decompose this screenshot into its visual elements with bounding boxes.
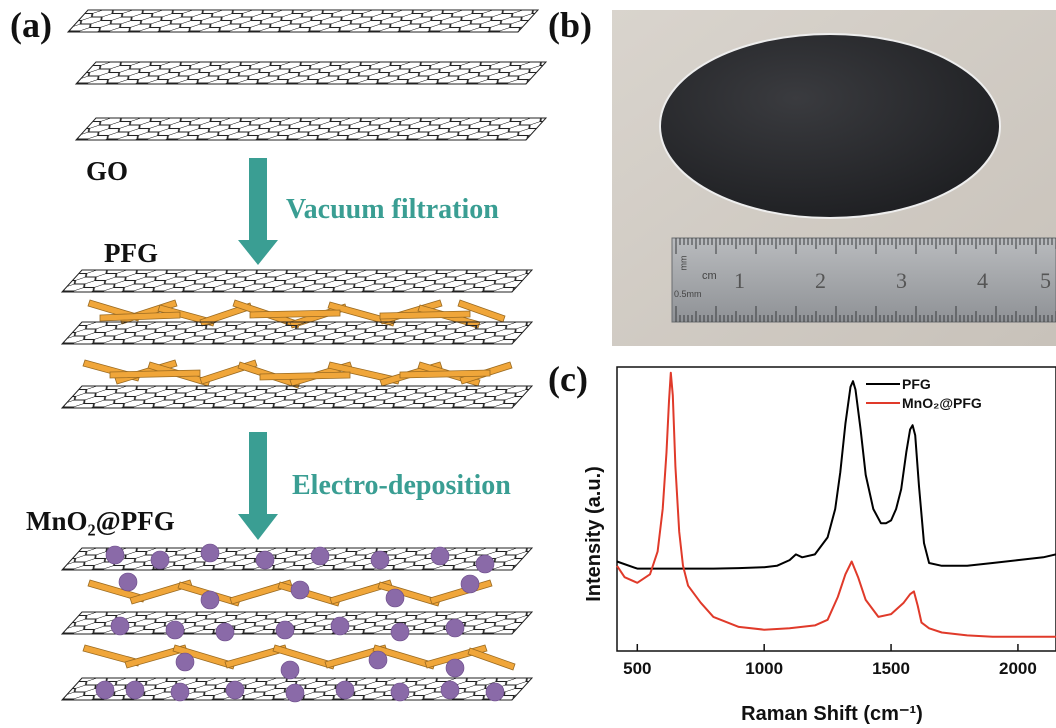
go-sheet-2 bbox=[75, 61, 547, 85]
arrow-vacuum-filtration bbox=[238, 158, 278, 265]
mno2-pfg-stack bbox=[61, 543, 533, 703]
x-tick-label: 1000 bbox=[745, 659, 783, 678]
panel-b-letter: (b) bbox=[548, 5, 592, 45]
x-tick-label: 1500 bbox=[872, 659, 910, 678]
chart-ylabel: Intensity (a.u.) bbox=[583, 466, 605, 602]
ruler bbox=[671, 237, 1056, 323]
label-vacuum-filtration: Vacuum filtration bbox=[286, 194, 499, 225]
ruler-number-1: 1 bbox=[734, 268, 745, 293]
legend-label-0: PFG bbox=[902, 376, 931, 392]
panel-c-letter: (c) bbox=[548, 359, 588, 399]
series-line-0 bbox=[616, 380, 1056, 570]
label-go: GO bbox=[86, 156, 129, 186]
pfg-film-disc bbox=[659, 33, 1001, 219]
ruler-number-2: 2 bbox=[815, 268, 826, 293]
go-sheet-3 bbox=[75, 117, 547, 141]
raman-chart: Intensity (a.u.) Raman Shift (cm⁻¹) 500 1… bbox=[583, 366, 1056, 725]
label-mno2-pfg: MnO₂@PFG bbox=[26, 506, 175, 536]
ruler-number-3: 3 bbox=[896, 268, 907, 293]
ruler-number-4: 4 bbox=[977, 268, 988, 293]
label-electro-deposition: Electro-deposition bbox=[292, 470, 511, 501]
series-line-1 bbox=[616, 371, 1056, 638]
chart-plot-frame bbox=[616, 366, 1056, 652]
panel-a-schematic bbox=[61, 9, 547, 703]
ruler-unit-cm: cm bbox=[702, 270, 717, 282]
x-tick-label: 500 bbox=[623, 659, 651, 678]
panel-b-photo bbox=[612, 10, 1056, 346]
x-tick-label: 2000 bbox=[999, 659, 1037, 678]
pfg-stack bbox=[61, 269, 533, 409]
panel-a-letter: (a) bbox=[10, 5, 52, 45]
ruler-number-5: 5 bbox=[1040, 268, 1051, 293]
go-sheet-1 bbox=[67, 9, 539, 33]
label-pfg: PFG bbox=[104, 238, 158, 268]
chart-xlabel: Raman Shift (cm⁻¹) bbox=[741, 703, 923, 725]
arrow-electro-deposition bbox=[238, 432, 278, 540]
ruler-unit-mm: mm bbox=[678, 255, 689, 271]
ruler-unit-small: 0.5mm bbox=[674, 289, 702, 299]
legend-label-1: MnO₂@PFG bbox=[902, 395, 982, 411]
